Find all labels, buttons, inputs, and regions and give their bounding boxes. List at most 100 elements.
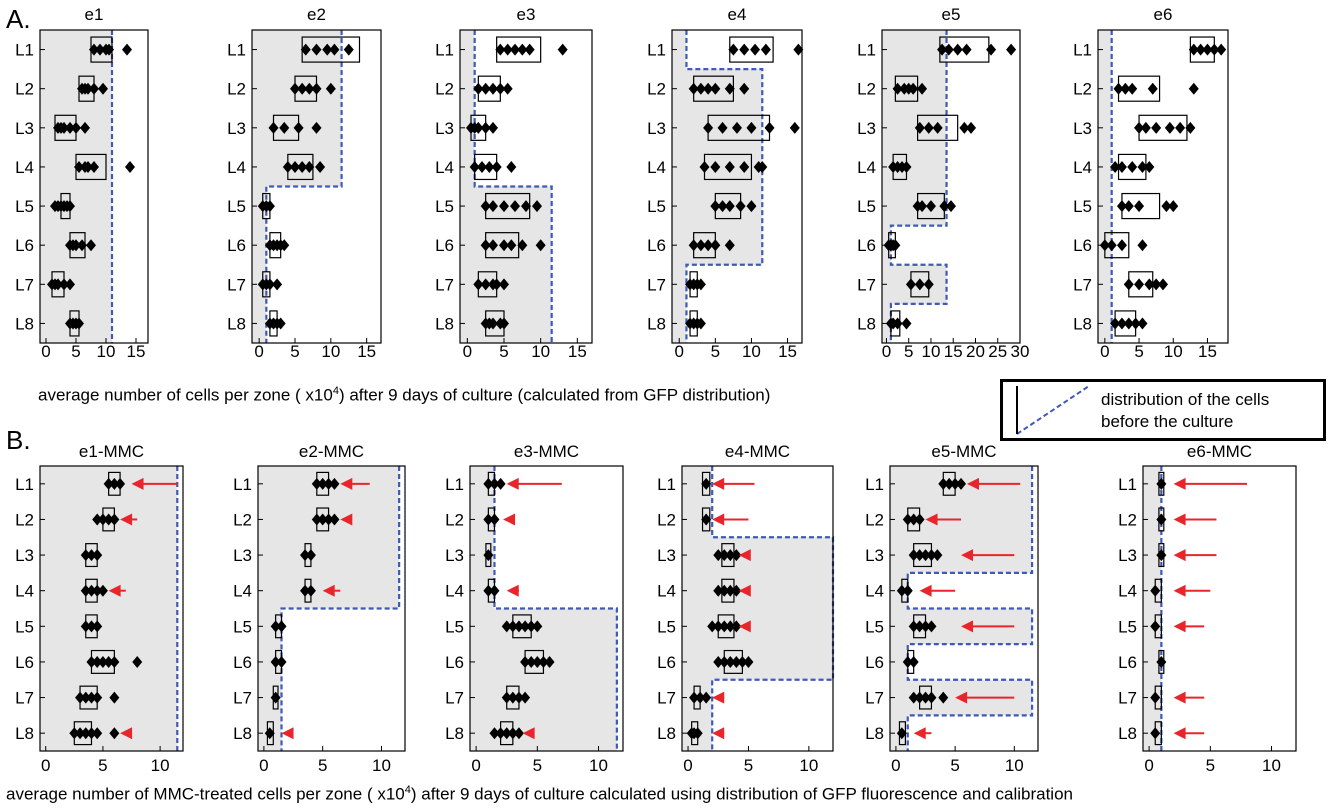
data-point: [724, 200, 735, 213]
data-point: [1123, 200, 1134, 213]
initial-distribution-dashed-line: [493, 466, 618, 751]
row-label: L1: [233, 475, 252, 494]
data-point: [901, 317, 912, 330]
initial-distribution-dashed-line: [711, 466, 835, 751]
caption-a-sup: 4: [332, 385, 339, 397]
data-point: [1110, 160, 1121, 173]
row-label: L4: [445, 582, 464, 601]
data-point: [707, 620, 718, 633]
axes-frame: [671, 29, 803, 344]
panel-e2-MMC: e2-MMC 0 5 10 L1 L2 L3 L4 L5 L6 L7 L8: [233, 442, 406, 775]
data-point: [80, 121, 90, 134]
data-point: [489, 584, 500, 597]
data-point: [323, 513, 334, 526]
panel-e4: e4 0 5 10 15 L1 L2 L3 L4 L5 L6 L7 L8: [647, 5, 804, 361]
data-point: [59, 278, 69, 291]
axes-frame: [1097, 29, 1229, 344]
data-point: [732, 121, 742, 134]
row-label: L2: [657, 510, 676, 529]
data-point: [538, 655, 549, 668]
data-point: [489, 477, 500, 490]
data-point: [507, 691, 518, 704]
x-tick-label: 10: [321, 342, 340, 361]
data-point: [731, 620, 742, 633]
x-tick-label: 15: [127, 342, 146, 361]
x-tick-label: 5: [950, 756, 959, 775]
data-point: [92, 513, 103, 526]
row-label: L3: [233, 546, 252, 565]
data-point: [488, 200, 498, 213]
data-point: [513, 620, 524, 633]
data-point: [731, 549, 742, 562]
red-arrow-head: [503, 513, 516, 526]
panel-title: e4: [728, 5, 747, 24]
data-point: [725, 584, 736, 597]
data-point: [305, 584, 316, 597]
data-point: [297, 82, 308, 95]
x-tick-label: 15: [944, 342, 963, 361]
axes-frame: [39, 29, 149, 344]
data-point: [890, 239, 901, 252]
x-tick-label: 0: [891, 756, 900, 775]
data-point: [517, 43, 528, 56]
data-point: [735, 200, 746, 213]
data-point: [1175, 121, 1186, 134]
row-label: L2: [435, 80, 454, 99]
data-point: [908, 82, 919, 95]
data-point: [532, 620, 543, 633]
panel-e5-MMC: e5-MMC 0 5 10 L1 L2 L3 L4 L5 L6 L7 L8: [865, 442, 1039, 775]
data-point: [80, 727, 91, 740]
data-point: [86, 239, 96, 252]
row-label: L3: [227, 119, 246, 138]
data-point: [695, 239, 706, 252]
x-tick-label: 0: [882, 342, 891, 361]
row-label: L6: [865, 653, 884, 672]
data-point: [520, 691, 531, 704]
data-point: [713, 620, 724, 633]
data-point: [270, 691, 281, 704]
red-arrow-head: [1173, 691, 1186, 704]
data-point: [132, 655, 143, 668]
axes-frame: [469, 465, 624, 752]
data-point: [506, 160, 517, 173]
panel-title: e5: [942, 5, 961, 24]
caption-b-text: average number of MMC-treated cells per …: [6, 784, 405, 804]
x-tick-label: 25: [988, 342, 1007, 361]
row-label: L6: [15, 236, 34, 255]
x-tick-label: 10: [97, 342, 116, 361]
data-point: [688, 82, 699, 95]
row-label: L4: [15, 582, 34, 601]
axes-frame: [257, 465, 406, 752]
row-label: L6: [227, 236, 246, 255]
data-point: [501, 691, 512, 704]
data-point: [892, 317, 903, 330]
data-point: [300, 549, 311, 562]
data-point: [1127, 82, 1138, 95]
data-point: [703, 82, 714, 95]
data-point: [914, 513, 925, 526]
row-label: L3: [865, 546, 884, 565]
data-point: [695, 278, 706, 291]
row-label: L4: [647, 158, 666, 177]
data-point: [323, 477, 334, 490]
row-label: L5: [15, 617, 34, 636]
data-point: [914, 549, 925, 562]
data-point: [109, 477, 120, 490]
panel-title: e4-MMC: [725, 442, 790, 461]
data-point: [89, 160, 99, 173]
data-point: [952, 43, 963, 56]
panel-title: e2-MMC: [299, 442, 364, 461]
data-point: [701, 691, 712, 704]
data-point: [956, 477, 967, 490]
data-point: [1185, 121, 1196, 134]
data-point: [86, 549, 97, 562]
data-point: [1147, 82, 1158, 95]
data-point: [1156, 549, 1167, 562]
x-tick-label: 5: [98, 756, 107, 775]
x-tick-label: 10: [922, 342, 941, 361]
shaded-initial-distribution: [1098, 30, 1112, 343]
data-point: [966, 121, 977, 134]
legend-text: distribution of the cells before the cul…: [1101, 389, 1321, 433]
row-label: L7: [865, 689, 884, 708]
panel-e5: e5 0 5 10 15 20 25 30 L1 L2 L3 L4 L5 L6 L7 L8: [857, 5, 1029, 361]
